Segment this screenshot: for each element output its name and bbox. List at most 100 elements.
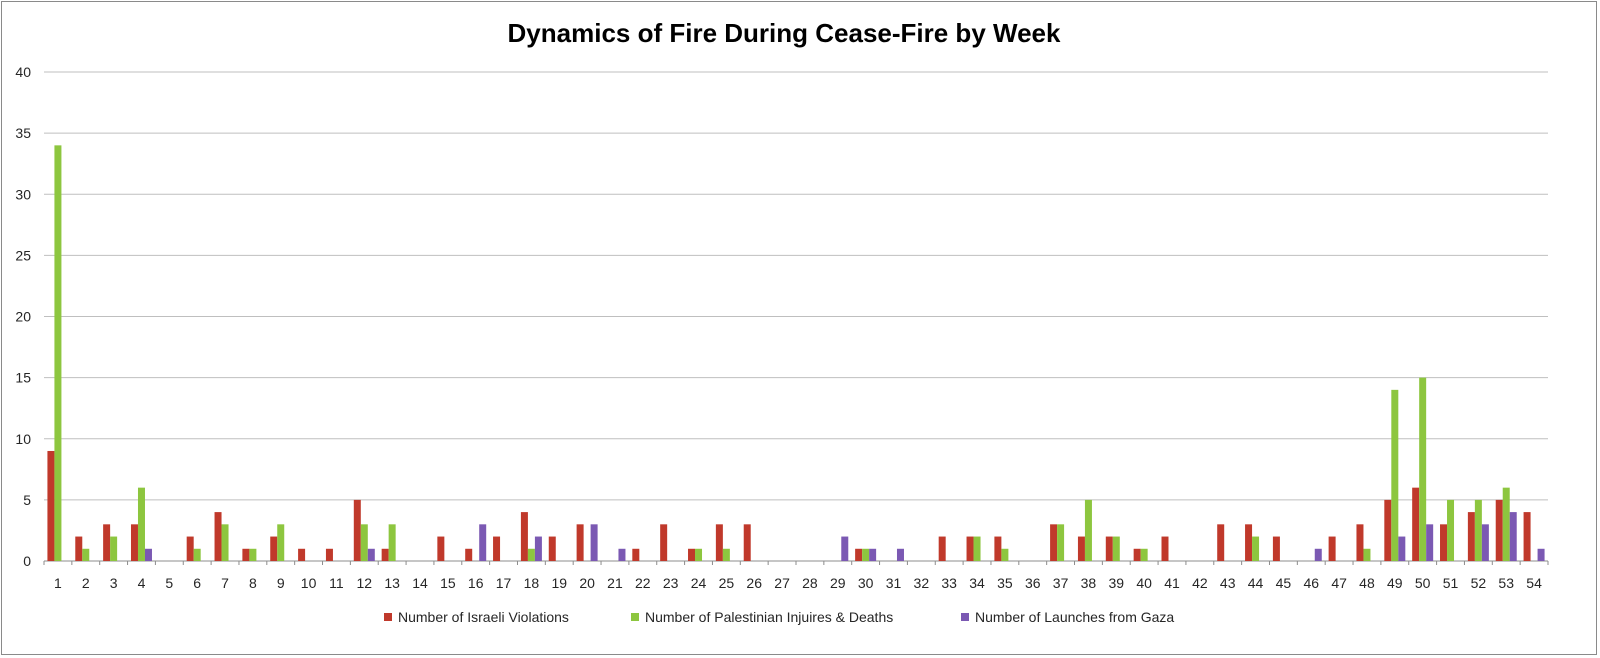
chart-title: Dynamics of Fire During Cease-Fire by We… <box>508 18 1061 48</box>
legend-swatch <box>384 613 392 621</box>
x-tick-label: 46 <box>1303 575 1319 591</box>
bar <box>660 524 668 561</box>
x-tick-label: 47 <box>1331 575 1347 591</box>
x-tick-label: 41 <box>1164 575 1180 591</box>
bar <box>277 524 285 561</box>
bar <box>54 145 62 561</box>
bar <box>103 524 111 561</box>
bar <box>82 548 90 561</box>
bar <box>520 512 528 561</box>
grid-layer <box>44 71 1548 562</box>
bar <box>1419 377 1427 561</box>
bar <box>855 548 863 561</box>
bar <box>1398 536 1406 561</box>
bar <box>1105 536 1113 561</box>
bar <box>465 548 473 561</box>
y-tick-label: 40 <box>15 64 31 80</box>
x-tick-label: 23 <box>663 575 679 591</box>
legend-label: Number of Israeli Violations <box>398 609 569 625</box>
x-tick-label: 20 <box>579 575 595 591</box>
bar <box>1474 499 1482 561</box>
x-tick-label: 31 <box>886 575 902 591</box>
bar <box>1057 524 1065 561</box>
bar <box>1537 548 1545 561</box>
y-tick-label: 20 <box>15 309 31 325</box>
x-tick-label: 26 <box>746 575 762 591</box>
bar <box>1252 536 1260 561</box>
x-tick-label: 13 <box>384 575 400 591</box>
x-tick-label: 1 <box>54 575 62 591</box>
x-tick-label: 38 <box>1081 575 1097 591</box>
bar <box>221 524 229 561</box>
x-tick-label: 30 <box>858 575 874 591</box>
y-tick-label: 25 <box>15 247 31 263</box>
bar <box>75 536 83 561</box>
bar <box>966 536 974 561</box>
y-tick-label: 5 <box>23 492 31 508</box>
bar <box>1384 499 1392 561</box>
bar <box>618 548 626 561</box>
bar <box>130 524 138 561</box>
bar <box>325 548 333 561</box>
bar <box>1509 512 1517 561</box>
x-tick-label: 34 <box>969 575 985 591</box>
bar <box>249 548 257 561</box>
bar <box>1356 524 1364 561</box>
x-tick-label: 18 <box>524 575 540 591</box>
bar <box>1112 536 1120 561</box>
bars-layer <box>47 145 1545 561</box>
x-tick-label: 40 <box>1136 575 1152 591</box>
x-tick-label: 43 <box>1220 575 1236 591</box>
bar <box>715 524 723 561</box>
bar <box>479 524 487 561</box>
bar <box>1363 548 1371 561</box>
y-tick-label: 0 <box>23 553 31 569</box>
x-tick-label: 19 <box>551 575 567 591</box>
x-tick-label: 7 <box>221 575 229 591</box>
y-tick-label: 30 <box>15 186 31 202</box>
x-tick-label: 33 <box>941 575 957 591</box>
x-tick-label: 39 <box>1109 575 1125 591</box>
bar <box>144 548 152 561</box>
bar <box>353 499 361 561</box>
bar <box>862 548 870 561</box>
x-tick-label: 53 <box>1498 575 1514 591</box>
x-tick-label: 8 <box>249 575 257 591</box>
bar <box>973 536 981 561</box>
bar <box>137 487 145 561</box>
bar <box>1077 536 1085 561</box>
bar <box>1001 548 1009 561</box>
bar <box>632 548 640 561</box>
bar <box>1084 499 1092 561</box>
bar <box>994 536 1002 561</box>
bar <box>1328 536 1336 561</box>
bar <box>47 450 55 561</box>
x-tick-label: 4 <box>138 575 146 591</box>
bar <box>1495 499 1503 561</box>
x-tick-label: 35 <box>997 575 1013 591</box>
bar <box>527 548 535 561</box>
bar <box>1161 536 1169 561</box>
x-tick-label: 15 <box>440 575 456 591</box>
legend: Number of Israeli Violations Number of Pa… <box>384 609 1174 625</box>
bar <box>1140 548 1148 561</box>
bar <box>534 536 542 561</box>
bar <box>1050 524 1058 561</box>
bar <box>493 536 501 561</box>
x-tick-label: 48 <box>1359 575 1375 591</box>
bar <box>590 524 598 561</box>
bar <box>242 548 250 561</box>
y-tick-label: 10 <box>15 431 31 447</box>
x-tick-label: 27 <box>774 575 790 591</box>
bar <box>381 548 389 561</box>
x-tick-label: 52 <box>1471 575 1487 591</box>
x-tick-label: 28 <box>802 575 818 591</box>
bar <box>388 524 396 561</box>
bar <box>298 548 306 561</box>
x-tick-label: 14 <box>412 575 428 591</box>
x-tick-label: 44 <box>1248 575 1264 591</box>
x-tick-label: 50 <box>1415 575 1431 591</box>
bar <box>360 524 368 561</box>
bar <box>214 512 222 561</box>
